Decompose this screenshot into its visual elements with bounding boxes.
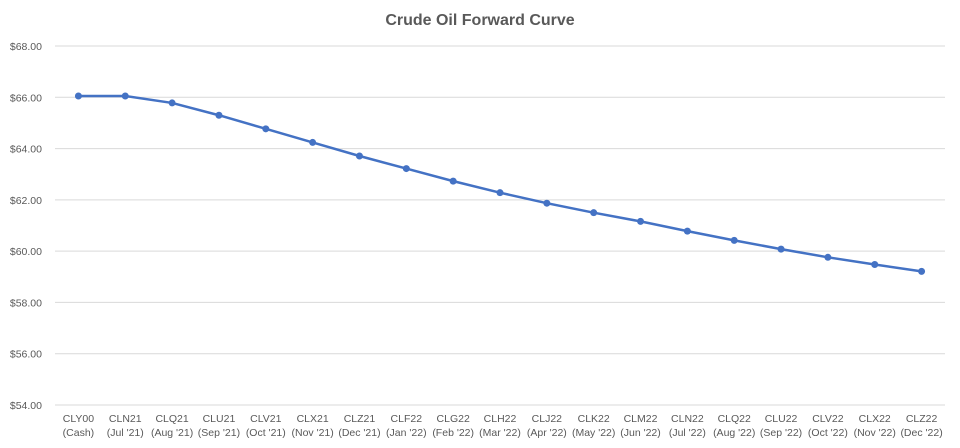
x-tick-month: (Apr '22)	[527, 427, 567, 439]
data-point	[121, 92, 129, 100]
chart-title: Crude Oil Forward Curve	[385, 12, 574, 29]
y-tick-label: $62.00	[10, 195, 42, 207]
x-tick-code: CLK22	[578, 413, 610, 425]
x-tick-code: CLN22	[671, 413, 704, 425]
x-tick-label: CLZ21 (Dec '21)	[338, 413, 380, 439]
data-point	[871, 260, 879, 268]
data-point	[543, 199, 551, 207]
x-tick-code: CLH22	[484, 413, 517, 425]
x-tick-label: CLG22 (Feb '22)	[432, 413, 474, 439]
x-tick-label: CLK22 (May '22)	[572, 413, 615, 439]
x-tick-label: CLU21 (Sep '21)	[198, 413, 240, 439]
data-point	[496, 189, 504, 197]
x-tick-code: CLG22	[437, 413, 470, 425]
x-tick-label: CLQ21 (Aug '21)	[151, 413, 193, 439]
x-tick-label: CLN21 (Jul '21)	[107, 413, 144, 439]
x-tick-month: (Sep '21)	[198, 427, 240, 439]
data-point	[168, 99, 176, 107]
x-tick-month: (Oct '22)	[808, 427, 848, 439]
y-tick-label: $58.00	[10, 297, 42, 309]
x-tick-code: CLV21	[250, 413, 281, 425]
x-tick-month: (Mar '22)	[479, 427, 521, 439]
x-tick-code: CLY00	[63, 413, 94, 425]
x-tick-month: (Aug '22)	[713, 427, 755, 439]
x-tick-label: CLX22 (Nov '22)	[854, 413, 896, 439]
x-tick-label: CLX21 (Nov '21)	[291, 413, 333, 439]
data-point	[355, 152, 363, 160]
gridlines	[55, 45, 945, 406]
x-tick-month: (May '22)	[572, 427, 615, 439]
x-axis-ticks: CLY00 (Cash)CLN21 (Jul '21)CLQ21 (Aug '21)C…	[63, 413, 943, 439]
data-point	[74, 92, 82, 100]
data-point	[262, 125, 270, 133]
data-point	[918, 267, 926, 275]
x-tick-month: (Jul '21)	[107, 427, 144, 439]
y-tick-label: $68.00	[10, 41, 42, 53]
x-tick-code: CLU21	[203, 413, 236, 425]
x-tick-code: CLX21	[297, 413, 329, 425]
x-tick-month: (Oct '21)	[246, 427, 286, 439]
x-tick-code: CLQ22	[718, 413, 751, 425]
x-tick-code: CLJ22	[532, 413, 563, 425]
x-tick-code: CLV22	[812, 413, 843, 425]
x-tick-code: CLM22	[624, 413, 658, 425]
x-tick-label: CLY00 (Cash)	[63, 413, 95, 439]
x-tick-month: (Cash)	[63, 427, 95, 439]
x-tick-month: (Aug '21)	[151, 427, 193, 439]
data-point	[449, 177, 457, 185]
x-tick-code: CLX22	[859, 413, 891, 425]
data-point	[637, 217, 645, 225]
x-tick-label: CLV22 (Oct '22)	[808, 413, 848, 439]
x-tick-code: CLZ22	[906, 413, 938, 425]
x-tick-month: (Dec '21)	[338, 427, 380, 439]
series-layer	[74, 92, 926, 275]
y-tick-label: $60.00	[10, 246, 42, 258]
y-tick-label: $56.00	[10, 349, 42, 361]
x-tick-month: (Jun '22)	[620, 427, 661, 439]
data-point	[309, 138, 317, 146]
x-tick-month: (Jan '22)	[386, 427, 427, 439]
x-tick-label: CLU22 (Sep '22)	[760, 413, 802, 439]
x-tick-code: CLN21	[109, 413, 142, 425]
x-tick-month: (Jul '22)	[669, 427, 706, 439]
data-point	[683, 227, 691, 235]
data-point	[215, 111, 223, 119]
data-point	[590, 209, 598, 217]
x-tick-code: CLQ21	[155, 413, 188, 425]
x-tick-label: CLZ22 (Dec '22)	[900, 413, 942, 439]
x-tick-month: (Feb '22)	[432, 427, 474, 439]
y-tick-label: $66.00	[10, 92, 42, 104]
y-tick-label: $54.00	[10, 400, 42, 412]
x-tick-month: (Dec '22)	[900, 427, 942, 439]
x-tick-label: CLM22 (Jun '22)	[620, 413, 661, 439]
data-point	[402, 165, 410, 173]
y-tick-label: $64.00	[10, 144, 42, 156]
x-tick-month: (Sep '22)	[760, 427, 802, 439]
data-point	[730, 236, 738, 244]
x-tick-label: CLJ22 (Apr '22)	[527, 413, 567, 439]
x-tick-code: CLU22	[765, 413, 798, 425]
x-tick-code: CLZ21	[344, 413, 376, 425]
x-tick-code: CLF22	[391, 413, 423, 425]
data-point	[824, 253, 832, 261]
x-tick-month: (Nov '21)	[291, 427, 333, 439]
x-tick-label: CLH22 (Mar '22)	[479, 413, 521, 439]
x-tick-label: CLQ22 (Aug '22)	[713, 413, 755, 439]
x-tick-label: CLN22 (Jul '22)	[669, 413, 706, 439]
data-point	[777, 245, 785, 253]
x-tick-label: CLV21 (Oct '21)	[246, 413, 286, 439]
y-axis-ticks: $54.00 $56.00 $58.00 $60.00 $62.00 $64.00 $66.…	[10, 41, 42, 412]
series-line	[77, 94, 923, 273]
x-tick-label: CLF22 (Jan '22)	[386, 413, 427, 439]
x-tick-month: (Nov '22)	[854, 427, 896, 439]
